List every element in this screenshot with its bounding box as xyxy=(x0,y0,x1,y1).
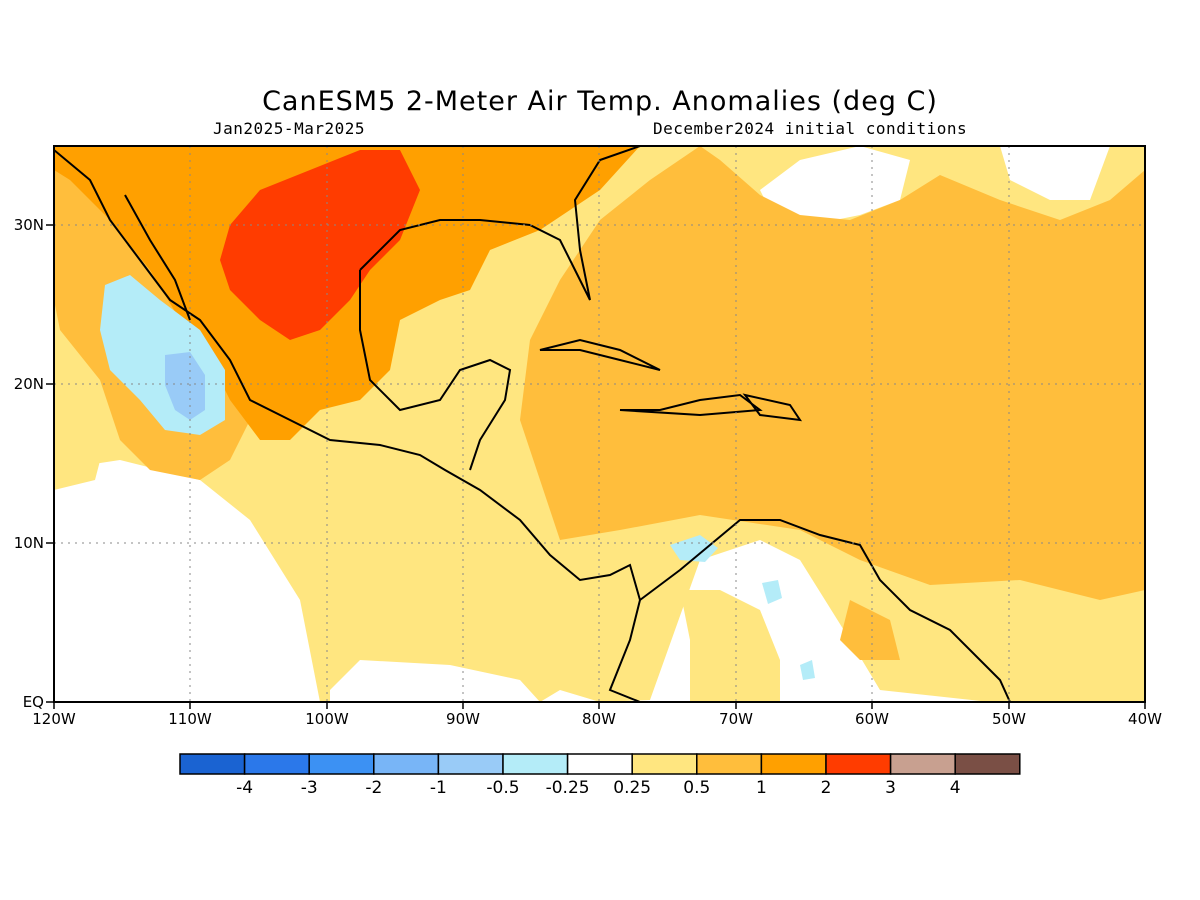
colorbar-label: 3 xyxy=(885,778,896,798)
colorbar-swatch xyxy=(308,753,375,775)
colorbar-swatch xyxy=(954,753,1021,775)
colorbar-swatch xyxy=(696,753,763,775)
anomaly-shading xyxy=(54,146,1145,702)
colorbar-label: 2 xyxy=(820,778,832,798)
lon-label-40w: 40W xyxy=(1128,710,1162,728)
colorbar-swatch xyxy=(179,753,246,775)
colorbar-label: -3 xyxy=(300,778,318,798)
colorbar-swatch xyxy=(373,753,440,775)
colorbar-label: -4 xyxy=(236,778,254,798)
lat-label-eq: EQ xyxy=(22,693,44,711)
colorbar-swatch xyxy=(760,753,827,775)
lon-label-80w: 80W xyxy=(582,710,616,728)
colorbar-swatch xyxy=(502,753,569,775)
lon-label-100w: 100W xyxy=(305,710,349,728)
lon-label-90w: 90W xyxy=(446,710,480,728)
map-title: CanESM5 2-Meter Air Temp. Anomalies (deg… xyxy=(262,86,938,117)
colorbar-swatch xyxy=(243,753,310,775)
lon-label-70w: 70W xyxy=(719,710,753,728)
colorbar-swatch xyxy=(566,753,633,775)
initial-conditions: December2024 initial conditions xyxy=(653,119,968,138)
lon-label-110w: 110W xyxy=(168,710,212,728)
colorbar-label: -0.5 xyxy=(486,778,520,798)
colorbar-swatch xyxy=(889,753,956,775)
colorbar-swatch xyxy=(631,753,698,775)
colorbar-label: -2 xyxy=(365,778,383,798)
lon-label-120w: 120W xyxy=(32,710,76,728)
lon-label-50w: 50W xyxy=(992,710,1026,728)
lat-label-10n: 10N xyxy=(13,534,44,552)
forecast-period: Jan2025-Mar2025 xyxy=(213,119,365,138)
lon-label-60w: 60W xyxy=(855,710,889,728)
colorbar-label: 4 xyxy=(949,778,961,798)
colorbar-label: -1 xyxy=(429,778,447,798)
axis-ticks xyxy=(46,224,1146,709)
lat-label-30n: 30N xyxy=(13,216,44,234)
colorbar-label: -0.25 xyxy=(545,778,590,798)
colorbar-swatch xyxy=(437,753,504,775)
coastlines xyxy=(54,146,1011,702)
colorbar-label: 1 xyxy=(755,778,767,798)
lat-label-20n: 20N xyxy=(13,375,44,393)
colorbar-label: 0.25 xyxy=(613,778,652,798)
colorbar xyxy=(179,753,1021,775)
gridlines xyxy=(54,146,1145,702)
colorbar-swatch xyxy=(825,753,892,775)
colorbar-label: 0.5 xyxy=(683,778,711,798)
